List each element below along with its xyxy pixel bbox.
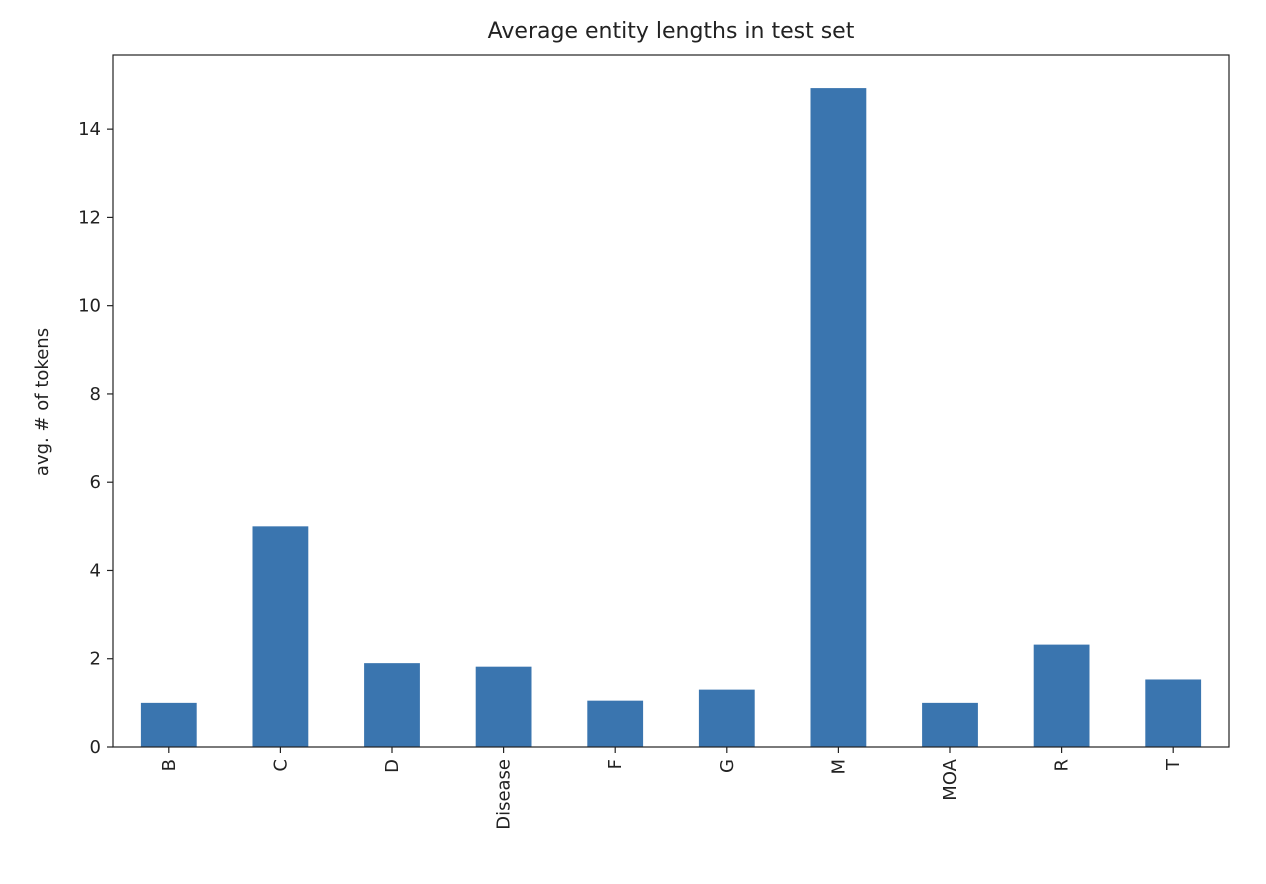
x-tick-label: M — [828, 759, 849, 775]
y-tick-label: 6 — [90, 472, 101, 493]
bar-c — [252, 526, 309, 747]
y-tick-label: 8 — [90, 384, 101, 405]
x-tick-label: G — [717, 759, 738, 773]
x-tick-label: B — [159, 759, 180, 771]
bar-disease — [475, 666, 532, 747]
y-tick-label: 12 — [78, 207, 101, 228]
y-tick-label: 2 — [90, 649, 101, 670]
x-tick-label: C — [270, 759, 291, 772]
chart-title: Average entity lengths in test set — [488, 19, 855, 44]
x-tick-label: R — [1052, 759, 1073, 772]
x-tick-label: D — [382, 759, 403, 773]
bar-r — [1033, 644, 1090, 747]
bar-m — [810, 88, 867, 747]
y-tick-label: 4 — [90, 560, 101, 581]
y-tick-label: 14 — [78, 119, 101, 140]
x-tick-label: T — [1163, 758, 1184, 771]
bar-f — [587, 700, 644, 747]
bar-g — [698, 689, 755, 747]
x-tick-label: F — [605, 759, 626, 769]
bar-d — [364, 663, 420, 747]
bar-moa — [922, 702, 978, 747]
plot-area-frame — [112, 54, 1230, 748]
bar-t — [1145, 679, 1202, 747]
y-tick-label: 0 — [90, 737, 101, 758]
x-tick-label: MOA — [940, 758, 961, 800]
bar-b — [140, 702, 197, 747]
y-axis-ticks: 0 2 4 6 8 10 12 14 — [78, 119, 113, 758]
x-tick-label: Disease — [494, 759, 515, 830]
y-axis-label: avg. # of tokens — [32, 328, 53, 476]
bars-group — [140, 88, 1202, 747]
y-tick-label: 10 — [78, 296, 101, 317]
x-axis-ticks: B C D Disease F G M MOA R T — [159, 747, 1184, 830]
